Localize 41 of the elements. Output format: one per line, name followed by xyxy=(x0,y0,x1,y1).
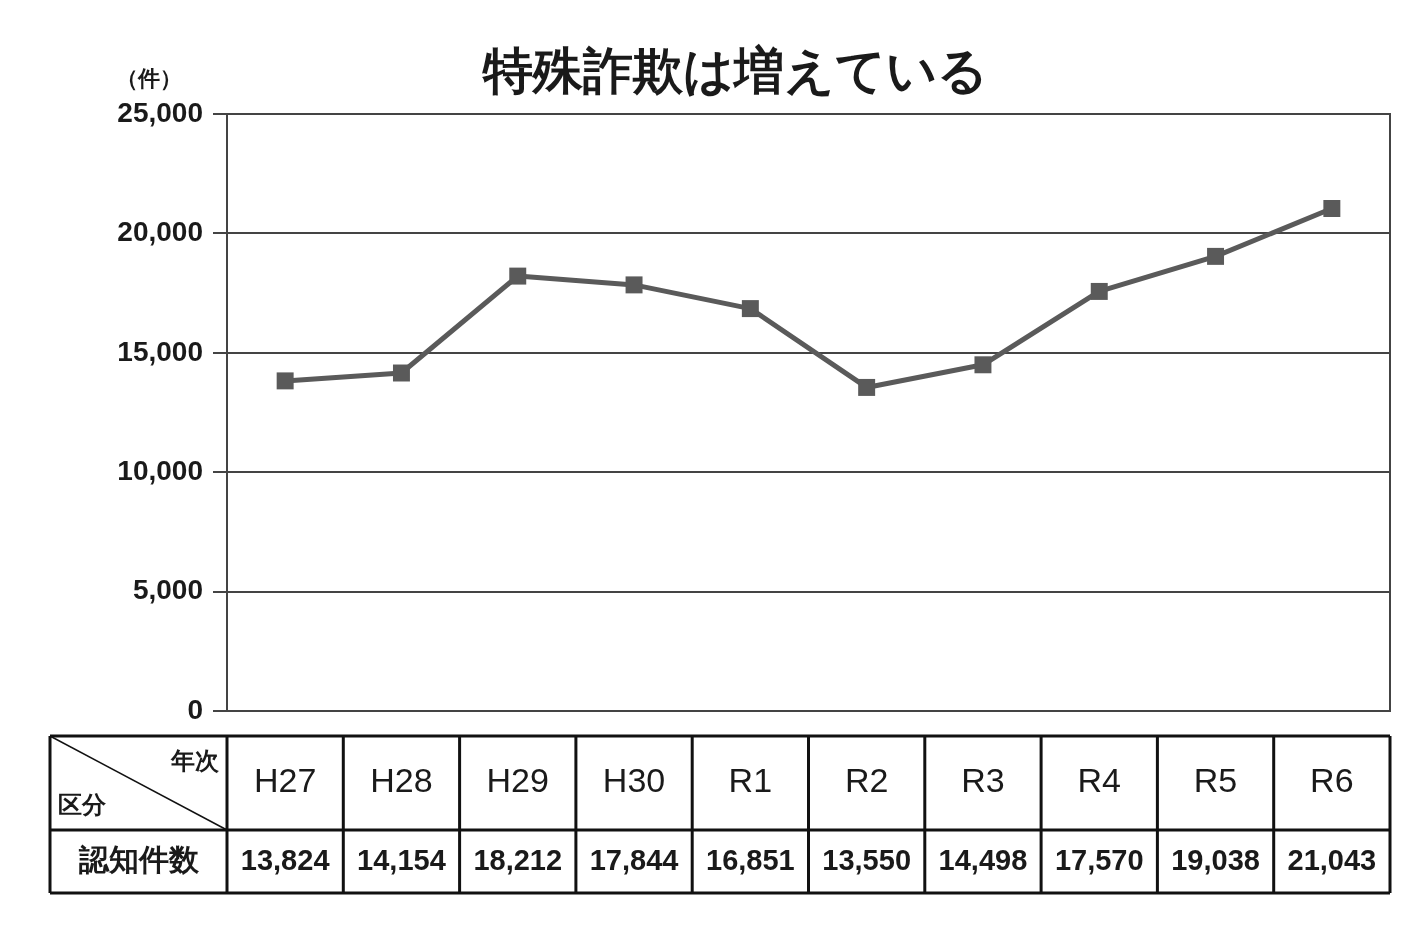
data-label: 18,212 xyxy=(473,843,563,876)
x-tick-label: H29 xyxy=(486,761,549,800)
chart-title: 特殊詐欺は増えている xyxy=(481,42,988,99)
y-tick-label: 15,000 xyxy=(117,335,203,367)
y-tick-label: 5,000 xyxy=(132,574,203,606)
data-label: 16,851 xyxy=(706,843,795,876)
point xyxy=(974,356,992,374)
point xyxy=(1090,282,1108,300)
point xyxy=(276,372,294,390)
y-axis-title: （件） xyxy=(116,66,182,92)
x-tick-label: R4 xyxy=(1077,761,1121,800)
point xyxy=(509,267,527,285)
y-tick-label: 25,000 xyxy=(117,96,203,128)
x-tick-label: H28 xyxy=(370,761,433,800)
y-tick-label: 10,000 xyxy=(117,454,203,486)
text: 年次 xyxy=(170,746,220,774)
data-label: 14,498 xyxy=(938,843,1028,876)
x-tick-label: R2 xyxy=(844,761,889,800)
y-tick-label: 20,000 xyxy=(117,216,203,248)
point xyxy=(858,378,876,396)
x-tick-label: R3 xyxy=(961,761,1005,800)
data-label: 17,844 xyxy=(589,843,679,876)
point xyxy=(1207,247,1225,265)
x-tick-label: R6 xyxy=(1310,761,1354,800)
text: 区分 xyxy=(58,790,107,818)
x-tick-label: R5 xyxy=(1193,761,1238,800)
data-label: 17,570 xyxy=(1054,843,1144,876)
x-tick-label: R1 xyxy=(728,761,773,800)
point xyxy=(1323,200,1341,217)
data-label: 13,824 xyxy=(240,843,330,876)
data-label: 19,038 xyxy=(1171,843,1260,876)
y-tick-label: 0 xyxy=(187,693,203,725)
data-label: 21,043 xyxy=(1287,843,1377,876)
point xyxy=(392,364,410,382)
x-tick-label: H27 xyxy=(253,761,317,800)
data-label: 13,550 xyxy=(822,843,911,876)
text: 認知件数 xyxy=(77,842,200,876)
point xyxy=(625,276,643,294)
x-tick-label: H30 xyxy=(602,761,666,800)
data-label: 14,154 xyxy=(357,843,446,876)
point xyxy=(741,300,759,318)
